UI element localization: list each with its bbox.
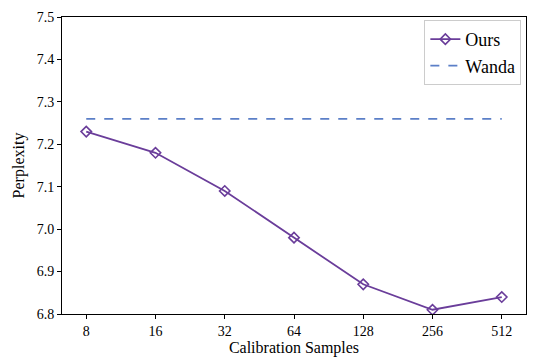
- svg-text:8: 8: [83, 324, 90, 339]
- svg-text:512: 512: [491, 324, 512, 339]
- svg-text:6.9: 6.9: [37, 264, 55, 279]
- svg-text:7.1: 7.1: [37, 180, 55, 195]
- svg-text:7.5: 7.5: [37, 10, 55, 25]
- svg-text:7.3: 7.3: [37, 95, 55, 110]
- svg-text:7.2: 7.2: [37, 137, 55, 152]
- svg-text:7.4: 7.4: [37, 52, 55, 67]
- svg-text:7.0: 7.0: [37, 222, 55, 237]
- svg-text:Ours: Ours: [465, 30, 500, 50]
- svg-text:6.8: 6.8: [37, 307, 55, 322]
- svg-text:Calibration Samples: Calibration Samples: [229, 339, 359, 357]
- svg-text:64: 64: [287, 324, 301, 339]
- svg-text:256: 256: [422, 324, 443, 339]
- svg-text:Wanda: Wanda: [465, 57, 515, 77]
- svg-text:32: 32: [218, 324, 232, 339]
- svg-text:16: 16: [148, 324, 162, 339]
- svg-text:128: 128: [353, 324, 374, 339]
- svg-text:Perplexity: Perplexity: [10, 133, 28, 199]
